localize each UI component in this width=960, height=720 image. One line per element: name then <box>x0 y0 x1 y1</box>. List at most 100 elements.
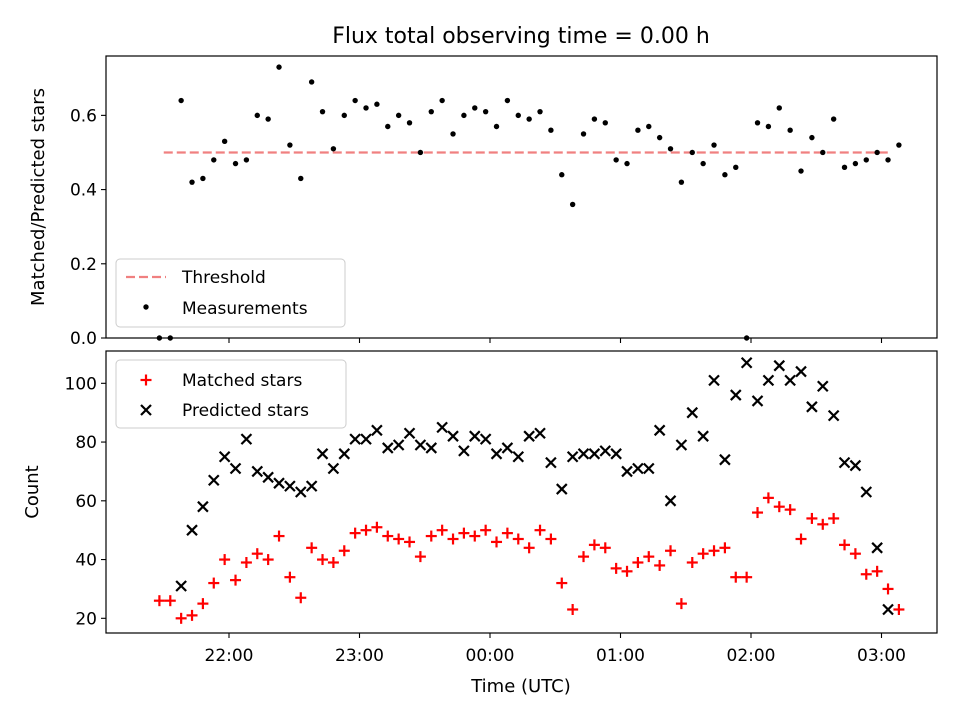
predicted-star-point <box>392 439 405 451</box>
matched-star-point <box>599 542 611 554</box>
matched-star-point <box>545 533 557 545</box>
measurement-point <box>319 108 326 115</box>
matched-star-point <box>784 504 796 516</box>
bottom-x-tick-label: 03:00 <box>857 646 906 666</box>
predicted-star-point <box>860 486 873 498</box>
measurement-point <box>308 79 315 85</box>
predicted-star-point <box>795 365 807 378</box>
matched-star-point <box>882 583 894 595</box>
predicted-star-point <box>371 424 383 437</box>
predicted-star-point <box>501 442 514 454</box>
predicted-star-point <box>479 433 492 445</box>
measurement-point <box>211 157 217 163</box>
predicted-star-point <box>577 448 590 460</box>
measurement-point <box>493 123 500 130</box>
matched-star-point <box>306 542 318 554</box>
legend-measurements-label: Measurements <box>182 299 308 319</box>
top-marks <box>156 64 902 341</box>
matched-star-point <box>208 577 220 589</box>
measurement-point <box>700 160 706 167</box>
matched-star-point <box>458 527 470 539</box>
predicted-star-point <box>871 542 883 554</box>
measurement-point <box>754 120 761 126</box>
measurement-point <box>798 168 804 174</box>
predicted-star-point <box>762 374 775 387</box>
matched-star-point <box>665 545 677 557</box>
legend-predicted-swatch <box>140 404 152 416</box>
matched-star-point <box>175 612 187 624</box>
measurement-point <box>363 105 369 111</box>
matched-star-point <box>273 530 285 542</box>
legend-matched-swatch <box>140 374 152 386</box>
predicted-star-point <box>566 450 579 463</box>
measurement-point <box>569 201 576 208</box>
measurement-point <box>352 97 358 104</box>
measurement-point <box>787 127 793 133</box>
measurement-point <box>635 127 641 133</box>
measurement-point <box>341 112 347 119</box>
matched-star-point <box>893 604 905 615</box>
predicted-star-point <box>360 433 372 445</box>
matched-star-point <box>338 545 350 557</box>
measurement-point <box>243 157 250 163</box>
predicted-star-point <box>458 445 470 457</box>
matched-star-point <box>839 539 851 551</box>
matched-star-point <box>230 574 242 586</box>
predicted-star-point <box>545 456 557 469</box>
predicted-star-point <box>186 524 198 536</box>
top-y-axis-label: Matched/Predicted stars <box>28 88 49 306</box>
matched-star-point <box>219 554 231 566</box>
measurement-point <box>646 123 652 130</box>
measurement-point <box>254 112 260 119</box>
matched-star-point <box>153 595 165 607</box>
bottom-y-axis: 20 40 60 80 100 <box>65 374 106 629</box>
measurement-point <box>841 164 848 171</box>
measurement-point <box>298 175 304 182</box>
matched-star-point <box>675 598 687 610</box>
bottom-x-axis-label: Time (UTC) <box>470 676 571 697</box>
matched-star-point <box>480 524 492 536</box>
measurement-point <box>232 160 239 167</box>
matched-star-point <box>849 548 861 560</box>
measurement-point <box>406 120 413 126</box>
top-panel: 0.0 0.2 0.4 0.6 Matched/Predicted stars Thr… <box>28 55 938 349</box>
predicted-star-point <box>403 427 416 440</box>
measurement-point <box>874 149 880 156</box>
matched-star-point <box>534 524 546 536</box>
bottom-y-tick-label: 80 <box>75 433 97 453</box>
predicted-star-point <box>207 474 220 487</box>
predicted-star-point <box>599 445 612 457</box>
predicted-star-point <box>218 450 231 463</box>
matched-star-point <box>262 554 274 566</box>
predicted-star-point <box>653 424 666 437</box>
measurement-point <box>591 116 598 122</box>
measurement-point <box>461 112 467 119</box>
measurement-point <box>482 108 489 115</box>
matched-star-point <box>773 501 785 513</box>
predicted-star-point <box>240 433 253 445</box>
matched-star-point <box>197 598 209 610</box>
measurement-point <box>265 116 271 122</box>
top-frame <box>105 55 938 339</box>
predicted-star-point <box>729 389 742 401</box>
predicted-star-point <box>555 483 568 495</box>
matched-star-point <box>708 545 720 557</box>
matched-star-point <box>871 565 883 577</box>
bottom-x-tick-label: 23:00 <box>335 646 384 666</box>
predicted-star-point <box>621 465 633 478</box>
bottom-x-tick-label: 22:00 <box>205 646 254 666</box>
top-legend-frame <box>115 258 346 328</box>
matched-star-point <box>556 577 568 589</box>
predicted-star-point <box>436 421 448 434</box>
predicted-star-point <box>719 453 731 466</box>
measurement-point <box>276 64 282 70</box>
predicted-star-point <box>294 486 307 498</box>
measurement-point <box>428 108 434 115</box>
predicted-star-point <box>642 462 655 475</box>
matched-star-point <box>632 557 644 568</box>
bottom-legend: Matched stars Predicted stars <box>115 359 347 429</box>
bottom-y-axis-label: Count <box>22 465 43 518</box>
matched-star-point <box>317 554 329 566</box>
predicted-star-point <box>316 448 329 460</box>
measurement-point <box>287 142 293 148</box>
